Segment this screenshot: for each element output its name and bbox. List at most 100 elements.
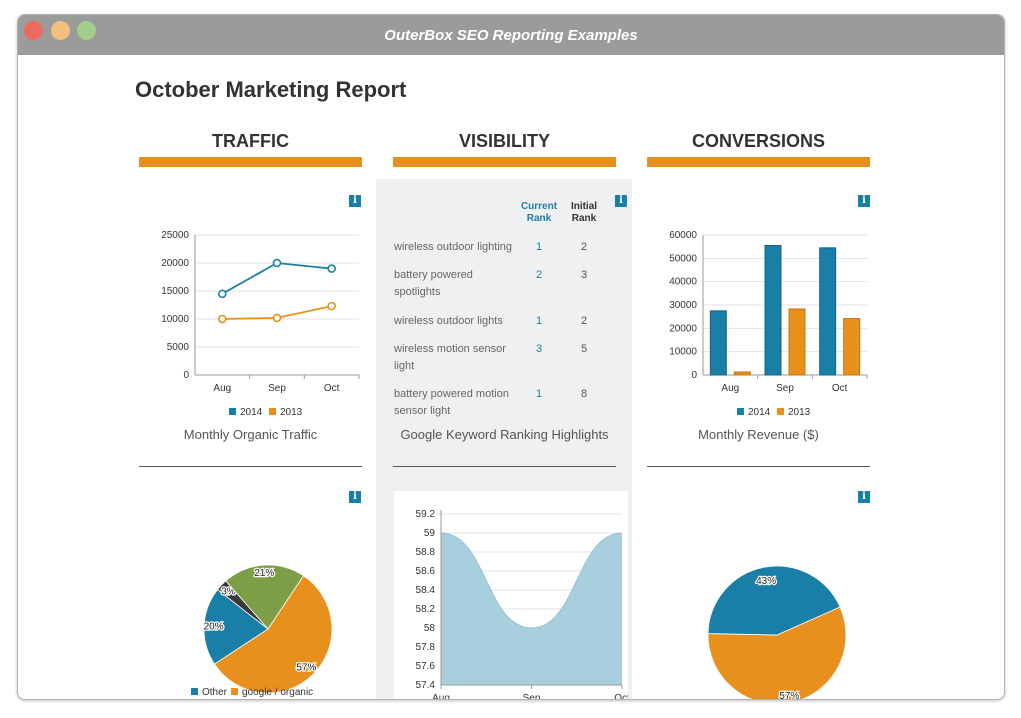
traffic-source-pie-chart: 57%20%3%21%Other google / organic (191, 564, 333, 698)
data-point-2014 (218, 289, 227, 299)
legend-swatch-2013 (777, 408, 784, 415)
maximize-window-button[interactable] (77, 21, 96, 40)
y-tick-label: 57.8 (416, 642, 436, 653)
minimize-window-button[interactable] (51, 21, 70, 40)
pie-label: 43% (756, 576, 776, 587)
pie-label: 57% (296, 663, 316, 674)
bar-2013-Sep (788, 308, 806, 376)
visibility-area-chart: 59.2 59 58.8 58.6 58.4 58.2 58 57.8 57.6 57.4 Aug S… (394, 491, 628, 699)
bar-2013-Aug (733, 371, 751, 376)
initial-rank-value: 2 (580, 315, 588, 327)
current-rank-value: 1 (535, 315, 543, 327)
y-tick-label: 30000 (669, 300, 697, 311)
traffic-heading-bar (139, 157, 362, 167)
x-tick-label: Aug (721, 383, 739, 394)
x-tick-label: Aug (213, 383, 231, 394)
legend-swatch-2014 (737, 408, 744, 415)
bar-2014-Aug (709, 310, 727, 376)
legend-label: Other (202, 687, 228, 698)
keyword-text: wireless outdoor lights (394, 315, 503, 327)
y-tick-label: 50000 (669, 253, 697, 264)
bar-2014-Oct (819, 247, 837, 376)
current-rank-value: 1 (535, 388, 543, 400)
conversion-pie-chart: 57% 43% (707, 565, 847, 699)
keyword-table-header: Current Rank Initial Rank (394, 201, 618, 231)
keyword-text: battery powered motion sensor light (394, 388, 509, 417)
x-tick-label: Oct (324, 383, 340, 394)
x-tick-label: Sep (776, 383, 794, 394)
traffic-heading: TRAFFIC (212, 131, 289, 151)
traffic-line-chart: 25000 20000 15000 10000 5000 0 Aug Sep Oct 2014 20… (161, 230, 360, 418)
x-tick-label: Oct (832, 383, 848, 394)
legend-label: 2013 (788, 407, 811, 418)
pie-label: 57% (779, 691, 799, 699)
y-tick-label: 58.4 (416, 585, 436, 596)
close-window-button[interactable] (24, 21, 43, 40)
y-tick-label: 57.4 (416, 680, 436, 691)
y-tick-label: 57.6 (416, 661, 436, 672)
area-line (440, 532, 623, 629)
x-tick-label: Oct (614, 693, 628, 699)
pie-slice (707, 606, 847, 699)
legend-label: 2013 (280, 407, 303, 418)
pie-slice (225, 564, 304, 630)
current-rank-header: Current Rank (520, 201, 558, 224)
visibility-heading: VISIBILITY (458, 131, 550, 151)
pie-slice (213, 575, 333, 694)
y-tick-label: 58.2 (416, 604, 436, 615)
y-tick-label: 60000 (669, 230, 697, 241)
initial-rank-value: 5 (580, 343, 588, 355)
visibility-caption: Google Keyword Ranking Highlights (400, 427, 609, 442)
traffic-caption: Monthly Organic Traffic (183, 427, 318, 442)
y-tick-label: 10000 (161, 314, 189, 325)
initial-rank-header: Initial Rank (570, 201, 598, 224)
conversions-heading: CONVERSIONS (691, 131, 826, 151)
conversion-pie-info-icon[interactable]: i (858, 491, 870, 503)
y-tick-label: 25000 (161, 230, 189, 241)
y-tick-label: 20000 (161, 258, 189, 269)
revenue-bar-chart: 60000 50000 40000 30000 20000 10000 0 Aug Sep Oct… (669, 230, 868, 418)
revenue-chart-info-icon[interactable]: i (858, 195, 870, 207)
x-tick-label: Sep (268, 383, 286, 394)
y-tick-label: 15000 (161, 286, 189, 297)
pie-label: 21% (254, 568, 274, 579)
visibility-divider (393, 466, 616, 467)
bar-2014-Sep (764, 245, 782, 376)
x-tick-label: Aug (432, 693, 450, 699)
legend-label: 2014 (240, 407, 263, 418)
y-tick-label: 58.6 (416, 566, 436, 577)
series-line-2014 (221, 262, 332, 295)
window-title: OuterBox SEO Reporting Examples (384, 27, 638, 44)
data-point-2013 (327, 301, 336, 311)
data-point-2013 (218, 314, 227, 324)
y-tick-label: 10000 (669, 347, 697, 358)
legend-label: 2014 (748, 407, 771, 418)
traffic-chart-info-icon[interactable]: i (349, 195, 361, 207)
bar-2013-Oct (843, 318, 861, 376)
y-tick-label: 0 (183, 370, 189, 381)
data-point-2013 (272, 313, 282, 323)
y-tick-label: 58 (424, 623, 436, 634)
y-tick-label: 40000 (669, 277, 697, 288)
y-tick-label: 59.2 (416, 509, 436, 520)
legend-swatch-google-organic (231, 688, 238, 695)
legend-swatch-2014 (229, 408, 236, 415)
x-tick-label: Sep (523, 693, 541, 699)
data-point-2014 (327, 264, 336, 273)
y-tick-label: 59 (424, 528, 436, 539)
area-fill (441, 533, 622, 685)
legend-label: google / organic (242, 687, 313, 698)
pie-label: 20% (204, 622, 224, 633)
initial-rank-value: 3 (580, 269, 588, 281)
conversions-heading-bar (647, 157, 870, 167)
current-rank-value: 1 (535, 241, 543, 253)
legend-swatch-other (191, 688, 198, 695)
keyword-text: battery powered spotlights (394, 269, 473, 298)
y-tick-label: 0 (691, 370, 697, 381)
visibility-heading-bar (393, 157, 616, 167)
keyword-table-info-icon[interactable]: i (615, 195, 627, 207)
traffic-pie-info-icon[interactable]: i (349, 491, 361, 503)
y-tick-label: 20000 (669, 323, 697, 334)
keyword-ranking-table: Current Rank Initial Rank wireless outdo… (394, 201, 618, 417)
browser-window: OuterBox SEO Reporting Examples October … (17, 14, 1005, 700)
